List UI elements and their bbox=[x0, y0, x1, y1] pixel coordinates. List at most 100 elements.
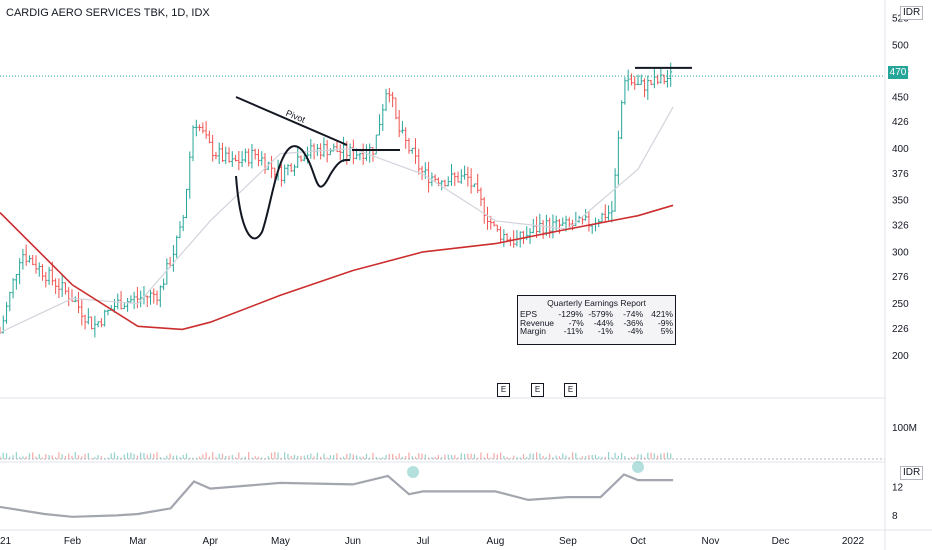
oscillator-axis[interactable]: 8 12 bbox=[892, 483, 904, 522]
volume-bar bbox=[581, 456, 583, 459]
earnings-event-badge[interactable]: E bbox=[564, 383, 577, 397]
volume-bar bbox=[418, 453, 420, 459]
volume-bar bbox=[362, 456, 364, 459]
volume-bar bbox=[516, 457, 518, 459]
volume-bar bbox=[405, 455, 407, 459]
time-tick-label: Apr bbox=[203, 536, 219, 547]
volume-bar bbox=[287, 453, 289, 459]
volume-bar bbox=[585, 456, 587, 459]
price-tick-label: 326 bbox=[892, 220, 909, 231]
volume-bar bbox=[359, 456, 361, 459]
volume-bar bbox=[447, 454, 449, 459]
volume-bar bbox=[326, 457, 328, 459]
time-tick-label: Jun bbox=[345, 536, 361, 547]
volume-bar bbox=[437, 455, 440, 459]
price-tick-label: 426 bbox=[892, 117, 909, 128]
row-label: Revenue bbox=[520, 317, 555, 328]
oscillator-currency-badge[interactable]: IDR bbox=[900, 466, 924, 480]
volume-bar bbox=[660, 453, 662, 459]
pattern-annotation: Pivot bbox=[235, 66, 692, 240]
volume-bar bbox=[15, 452, 17, 459]
volume-bar bbox=[297, 455, 299, 459]
volume-bar bbox=[657, 455, 659, 459]
volume-bar bbox=[336, 453, 338, 459]
volume-bar bbox=[624, 456, 626, 459]
volume-bar bbox=[385, 455, 387, 459]
volume-bar bbox=[130, 452, 132, 459]
volume-bar bbox=[441, 456, 443, 459]
volume-bar bbox=[575, 453, 577, 459]
cell: -36% bbox=[623, 317, 644, 328]
volume-bar bbox=[91, 457, 93, 459]
volume-bar bbox=[244, 456, 246, 459]
cell: 5% bbox=[660, 326, 673, 336]
volume-bar bbox=[140, 452, 142, 459]
volume-bar bbox=[549, 453, 551, 459]
volume-bar bbox=[526, 456, 528, 459]
volume-bar bbox=[87, 453, 89, 459]
volume-bar bbox=[601, 456, 603, 459]
oscillator-line bbox=[0, 473, 674, 518]
cell: -11% bbox=[563, 326, 583, 336]
volume-bar bbox=[450, 454, 453, 459]
volume-bar bbox=[499, 452, 502, 459]
cell: -579% bbox=[588, 309, 613, 319]
time-tick-label: Aug bbox=[487, 536, 505, 547]
cell: -7% bbox=[568, 317, 584, 328]
row-label: EPS bbox=[520, 309, 538, 319]
volume-bar bbox=[234, 457, 237, 459]
volume-bar bbox=[202, 454, 204, 459]
time-tick-label: Nov bbox=[702, 536, 720, 547]
volume-bar bbox=[248, 452, 250, 459]
price-bars bbox=[0, 62, 673, 338]
volume-bar bbox=[594, 454, 597, 459]
volume-bar bbox=[25, 456, 27, 459]
volume-bar bbox=[274, 452, 276, 459]
volume-bar bbox=[568, 456, 570, 459]
price-tick-label: 250 bbox=[892, 299, 909, 310]
volume-bar bbox=[369, 457, 371, 459]
time-tick-label: Mar bbox=[129, 536, 147, 547]
short-moving-average-line bbox=[0, 106, 674, 334]
volume-bar bbox=[503, 455, 505, 459]
row-label: Margin bbox=[520, 326, 546, 336]
volume-bar bbox=[198, 456, 201, 459]
currency-badge[interactable]: IDR bbox=[900, 6, 924, 20]
volume-bar bbox=[411, 456, 413, 459]
earnings-event-badge[interactable]: E bbox=[531, 383, 544, 397]
volume-bar bbox=[221, 453, 224, 459]
time-axis[interactable]: 2021 Feb Mar Apr May Jun Jul Aug Sep Oct Nov Dec 202… bbox=[0, 536, 865, 547]
volume-bar bbox=[257, 456, 260, 459]
volume-bar bbox=[486, 453, 489, 459]
cell: 421% bbox=[651, 309, 673, 319]
volume-bar bbox=[22, 456, 24, 459]
volume-bar bbox=[555, 455, 557, 459]
volume-bar bbox=[179, 457, 181, 459]
volume-bar bbox=[434, 457, 436, 459]
volume-bar bbox=[428, 457, 430, 459]
volume-bar bbox=[333, 455, 335, 459]
volume-bar bbox=[133, 453, 135, 459]
long-moving-average-line bbox=[0, 204, 674, 331]
volume-bar bbox=[522, 454, 525, 459]
earnings-row-margin: Margin -11% -1% -4% 5% bbox=[518, 327, 675, 336]
volume-bar bbox=[398, 453, 400, 459]
volume-bar bbox=[535, 452, 538, 459]
oscillator-peak-marker bbox=[632, 461, 644, 473]
price-tick-label: 500 bbox=[892, 41, 909, 52]
volume-bar bbox=[107, 457, 109, 459]
volume-bar bbox=[97, 455, 99, 459]
earnings-event-badge[interactable]: E bbox=[497, 383, 510, 397]
cell: -129% bbox=[558, 309, 583, 319]
volume-bar bbox=[58, 452, 60, 459]
volume-bar bbox=[176, 455, 178, 459]
volume-bar bbox=[310, 453, 312, 459]
price-tick-label: 350 bbox=[892, 196, 909, 207]
volume-bar bbox=[55, 457, 57, 459]
volume-bar bbox=[195, 457, 197, 459]
volume-bar bbox=[320, 456, 322, 459]
cell: -44% bbox=[593, 317, 614, 328]
volume-bar bbox=[162, 457, 165, 459]
volume-bar bbox=[509, 457, 511, 459]
